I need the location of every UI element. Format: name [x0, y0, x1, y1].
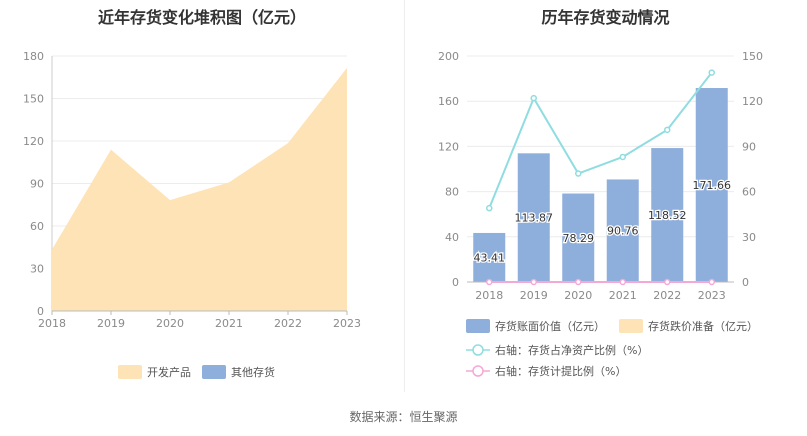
bar-value-label: 43.41: [474, 251, 506, 264]
right-y-tick-label: 200: [438, 50, 459, 63]
inventory-bar: [517, 153, 550, 282]
right-x-tick-label: 2023: [698, 289, 726, 302]
bar-value-label: 113.87: [515, 212, 554, 225]
provision-ratio-point: [530, 278, 537, 286]
provision-ratio-point: [708, 278, 715, 286]
right-legend-label: 存货账面价值（亿元）: [495, 319, 605, 333]
bar-value-label: 118.52: [648, 209, 687, 222]
chart-divider: [404, 0, 405, 392]
data-source: 数据来源：恒生聚源: [349, 410, 458, 424]
provision-ratio-point: [664, 278, 671, 286]
right-y-tick-label: 160: [438, 95, 459, 108]
inventory-ratio-point: [708, 69, 715, 76]
left-y-tick-label: 120: [23, 135, 44, 148]
right-x-tick-label: 2021: [609, 289, 637, 302]
left-y-tick-label: 150: [23, 93, 44, 106]
left-x-tick-label: 2019: [97, 317, 125, 330]
inventory-ratio-point: [619, 153, 626, 161]
inventory-bar: [695, 88, 728, 282]
right-y-tick-label: 40: [445, 231, 459, 244]
right-bar-chart: 0 40 80 120 160 200 0 30 60 90 120 150 43.41 113.87 78…: [438, 50, 763, 378]
left-x-tick-label: 2018: [38, 317, 66, 330]
right-y2-tick-label: 30: [742, 231, 756, 244]
provision-ratio-point: [619, 278, 626, 286]
right-y-tick-label: 0: [452, 276, 459, 289]
left-x-tick-label: 2021: [215, 317, 243, 330]
area-series-开发产品: [52, 67, 347, 311]
inventory-ratio-point: [530, 94, 537, 102]
left-x-tick-label: 2023: [333, 317, 361, 330]
inventory-ratio-point: [664, 126, 671, 134]
right-x-tick-label: 2020: [564, 289, 592, 302]
left-y-tick-label: 180: [23, 50, 44, 63]
right-chart-title: 历年存货变动情况: [541, 8, 670, 27]
left-y-tick-label: 90: [30, 178, 44, 191]
right-y2-tick-label: 60: [742, 186, 756, 199]
inventory-ratio-point: [486, 204, 493, 212]
right-y2-tick-label: 150: [742, 50, 763, 63]
left-y-tick-label: 30: [30, 263, 44, 276]
right-legend-label: 右轴：存货占净资产比例（%）: [495, 343, 648, 357]
left-y-tick-label: 0: [37, 305, 44, 318]
right-legend-swatch: [466, 319, 490, 333]
line-series-inventory-ratio: [488, 71, 713, 209]
left-x-tick-label: 2020: [156, 317, 184, 330]
inventory-bar: [562, 193, 595, 282]
right-x-tick-label: 2018: [475, 289, 503, 302]
provision-ratio-point: [575, 278, 582, 286]
left-legend-swatch: [118, 365, 142, 379]
right-y2-tick-label: 0: [742, 276, 749, 289]
right-y-tick-label: 80: [445, 186, 459, 199]
provision-ratio-point: [486, 278, 493, 286]
inventory-bar: [651, 148, 684, 282]
left-area-chart: 0 30 60 90 120 150 180 2018 2019 2020 2021 2022 2023…: [23, 50, 361, 379]
right-legend-marker: [472, 344, 484, 356]
bar-value-label: 78.29: [563, 232, 595, 245]
inventory-bar: [473, 232, 506, 282]
right-x-tick-label: 2019: [520, 289, 548, 302]
right-x-tick-label: 2022: [653, 289, 681, 302]
inventory-bar: [606, 179, 639, 282]
right-legend-swatch: [619, 319, 643, 333]
left-y-tick-label: 60: [30, 220, 44, 233]
right-legend-label: 右轴：存货计提比例（%）: [495, 364, 626, 378]
bar-value-label: 90.76: [607, 225, 639, 238]
left-legend-label: 其他存货: [231, 365, 275, 379]
right-legend-marker: [472, 365, 484, 377]
left-legend-label: 开发产品: [147, 365, 191, 379]
right-legend-label: 存货跌价准备（亿元）: [648, 319, 758, 333]
left-chart-title: 近年存货变化堆积图（亿元）: [97, 8, 306, 27]
right-y2-tick-label: 120: [742, 95, 763, 108]
bar-value-label: 171.66: [693, 179, 732, 192]
left-legend-swatch: [202, 365, 226, 379]
inventory-ratio-point: [575, 170, 582, 177]
right-y-tick-label: 120: [438, 140, 459, 153]
right-y2-tick-label: 90: [742, 140, 756, 153]
left-x-tick-label: 2022: [274, 317, 302, 330]
